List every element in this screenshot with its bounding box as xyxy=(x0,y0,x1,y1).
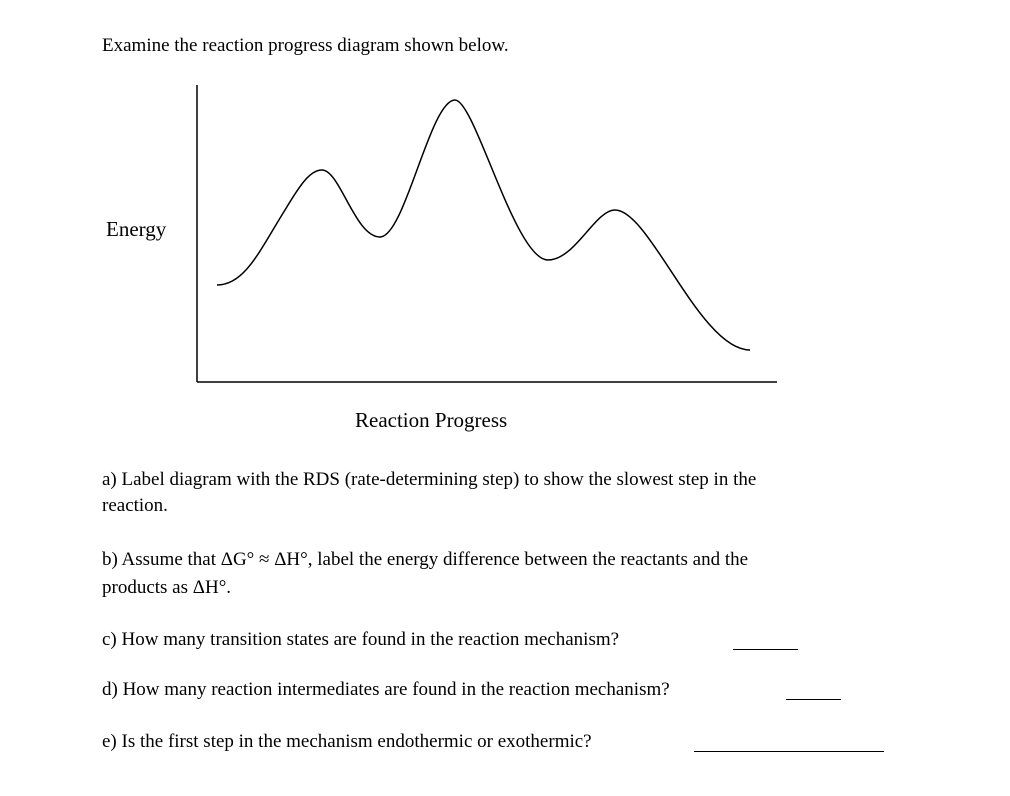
y-axis-label: Energy xyxy=(106,217,167,241)
question-line: e) Is the first step in the mechanism en… xyxy=(102,731,592,752)
answer-blank xyxy=(786,699,841,700)
question-line: a) Label diagram with the RDS (rate-dete… xyxy=(102,469,757,490)
answer-blank xyxy=(733,649,798,650)
question-line: c) How many transition states are found … xyxy=(102,629,620,650)
x-axis-label: Reaction Progress xyxy=(355,408,508,432)
answer-blank xyxy=(694,751,884,752)
question-line: b) Assume that ΔG° ≈ ΔH°, label the ener… xyxy=(102,549,749,570)
question-line: products as ΔH°. xyxy=(102,577,232,598)
question-line: reaction. xyxy=(102,495,168,516)
intro: Examine the reaction progress diagram sh… xyxy=(102,35,509,56)
energy-curve xyxy=(216,99,751,351)
question-line: d) How many reaction intermediates are f… xyxy=(102,679,670,700)
